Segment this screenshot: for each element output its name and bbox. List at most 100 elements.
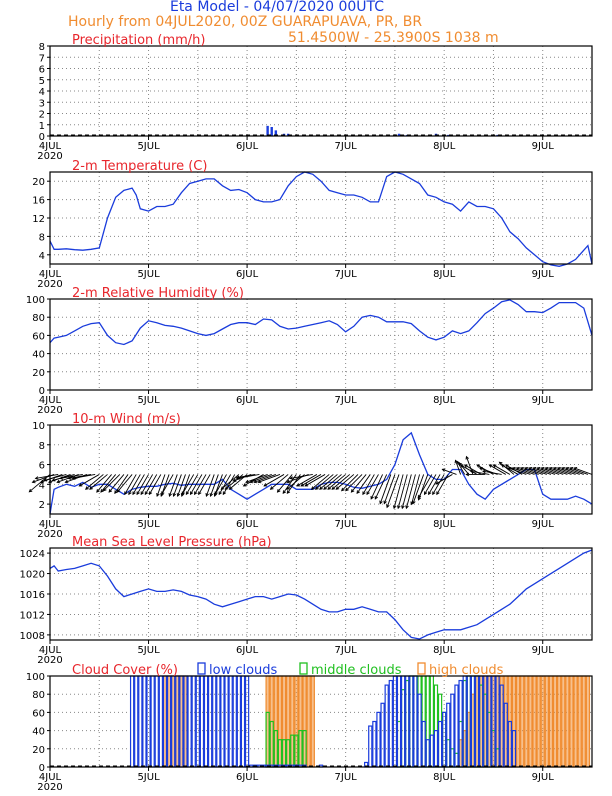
wind-vector-head [249, 479, 254, 484]
wind-vector-head [515, 467, 520, 471]
wind-vector-head [213, 493, 218, 497]
wind-vector-head [124, 491, 128, 496]
wind-vector [532, 467, 552, 475]
cloud-bar-low [224, 675, 229, 768]
x-tick-label: 7JUL [335, 519, 358, 530]
wind-vector-head [286, 486, 290, 490]
wind-vector [140, 474, 154, 495]
wind-vector-head [160, 493, 164, 497]
wind-vector-head [560, 467, 565, 471]
y-tick-label: 1012 [20, 610, 45, 621]
panel-title-mslp: Mean Sea Level Pressure (hPa) [72, 535, 272, 550]
x-tick-label: 6JUL [236, 141, 259, 152]
wind-vector-head [498, 461, 503, 466]
y-tick-label: 100 [26, 295, 45, 306]
wind-vector-head [544, 467, 549, 471]
wind-vector-head [565, 467, 569, 471]
cloud-bar-low [129, 675, 135, 768]
wind-vector-head [222, 491, 227, 496]
wind-vector [210, 474, 219, 497]
wind-vector-head [476, 464, 481, 468]
wind-vector [103, 474, 121, 492]
y-tick-label: 20 [32, 745, 45, 756]
wind-vector [520, 467, 539, 475]
wind-vector [249, 474, 272, 483]
y-tick-label: 4 [39, 251, 45, 262]
x-year-label: 2020 [37, 655, 62, 666]
x-tick-label: 9JUL [532, 519, 555, 530]
x-tick-label: 9JUL [532, 141, 555, 152]
wind-vector-head [116, 489, 121, 493]
wind-vector [44, 474, 67, 481]
y-tick-label: 40 [32, 727, 45, 738]
wind-vector [220, 474, 240, 490]
wind-vector [85, 474, 104, 490]
wind-vector-head [89, 486, 93, 490]
wind-vector [300, 474, 322, 487]
header-subtitle: Hourly from 04JUL2020, 00Z GUARAPUAVA, P… [68, 14, 422, 30]
wind-vector-head [327, 486, 332, 490]
cloud-bar-low [437, 720, 443, 768]
x-tick-label: 7JUL [335, 141, 358, 152]
wind-vector-head [198, 491, 202, 496]
wind-vector-head [428, 491, 432, 496]
wind-vector [128, 474, 141, 495]
x-tick-label: 4JUL [39, 645, 62, 656]
panel-title-precip: Precipitation (mm/h) [72, 33, 205, 48]
wind-vector [96, 474, 112, 493]
x-tick-label: 8JUL [433, 141, 456, 152]
wind-vector-head [185, 491, 190, 496]
cloud-bar-low [154, 675, 159, 768]
wind-vector [185, 474, 199, 495]
wind-vector-head [181, 491, 186, 496]
wind-vector-head [379, 500, 383, 505]
x-tick-label: 8JUL [433, 519, 456, 530]
cloud-bar-low [216, 675, 221, 768]
wind-vector-head [205, 493, 209, 497]
cloud-bar-high [561, 675, 566, 768]
wind-vector-head [459, 464, 464, 468]
wind-vector-head [128, 491, 132, 496]
wind-vector-head [441, 468, 446, 472]
y-tick-label: 4 [39, 87, 45, 98]
wind-vector [351, 474, 367, 493]
panel-temp [47, 171, 593, 268]
cloud-bar-high [577, 675, 582, 768]
wind-vector-head [304, 483, 309, 487]
wind-vector-head [161, 491, 165, 496]
cloud-bar-high [520, 675, 525, 768]
wind-vector [89, 474, 108, 490]
wind-vector [545, 467, 564, 475]
wind-vector [417, 474, 433, 499]
wind-vector [331, 474, 351, 490]
cloud-bar-high [548, 675, 554, 768]
wind-vector [173, 474, 182, 497]
x-tick-label: 7JUL [335, 772, 358, 783]
wind-vector-head [43, 478, 48, 482]
wind-vector-head [386, 504, 390, 509]
wind-vector [258, 474, 281, 483]
wind-vector-head [78, 483, 83, 487]
cloud-bar-high [569, 675, 574, 768]
cloud-bar-low [212, 675, 217, 768]
wind-vector [198, 474, 211, 495]
wind-vector [412, 474, 425, 504]
wind-vector [72, 474, 96, 479]
cloud-bar-low [150, 675, 155, 768]
cloud-bar-low [368, 725, 373, 768]
y-tick-label: 8 [39, 441, 45, 452]
y-tick-label: 1016 [20, 590, 45, 601]
wind-vector-head [31, 479, 36, 484]
wind-vector [569, 467, 589, 475]
wind-vector [512, 467, 531, 475]
wind-vector [68, 474, 92, 479]
cloud-bar-low [158, 675, 164, 768]
wind-vector [393, 474, 404, 509]
precip-bar [397, 133, 401, 136]
wind-vector-head [370, 495, 374, 500]
y-tick-label: 80 [32, 313, 45, 324]
wind-vector-head [519, 467, 524, 471]
wind-vector-head [172, 493, 177, 497]
wind-vector [315, 474, 334, 490]
